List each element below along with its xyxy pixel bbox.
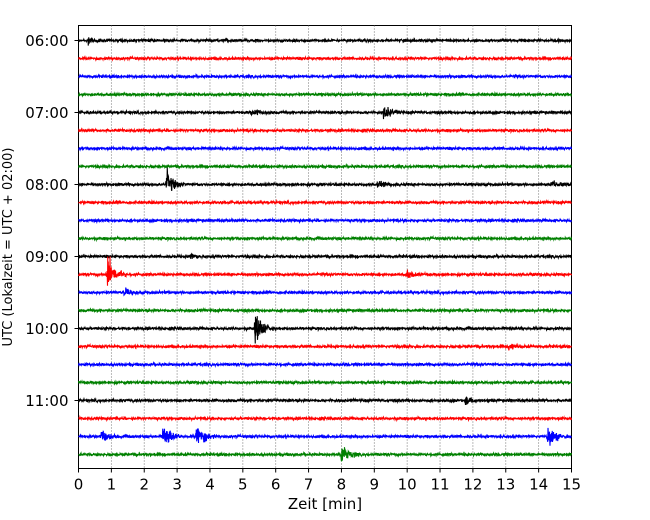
y-tick-label: 10:00	[25, 320, 68, 338]
x-tick-label: 6	[271, 476, 281, 494]
seismogram-trace	[78, 447, 573, 462]
x-tick-label: 7	[304, 476, 314, 494]
seismogram-trace	[77, 396, 572, 406]
x-tick-label: 12	[463, 476, 482, 494]
x-tick-label: 0	[74, 476, 84, 494]
seismogram-trace	[78, 342, 572, 351]
x-tick-label: 14	[529, 476, 548, 494]
y-tick-label: 06:00	[25, 32, 68, 50]
x-tick-label: 3	[172, 476, 182, 494]
x-tick-label: 4	[205, 476, 215, 494]
x-tick-label: 13	[496, 476, 515, 494]
seismogram-trace	[78, 54, 573, 62]
x-tick-label: 11	[430, 476, 449, 494]
y-axis: 06:00 07:00 08:00 09:00 10:00 11:00	[25, 32, 79, 410]
grid-lines	[110, 25, 540, 469]
seismogram-trace	[77, 306, 573, 315]
seismogram-trace	[78, 198, 572, 207]
plot-frame	[78, 25, 572, 469]
seismogram-trace	[77, 360, 573, 368]
x-tick-label: 5	[238, 476, 248, 494]
seismogram-trace	[78, 144, 573, 152]
x-tick-label: 8	[337, 476, 347, 494]
seismogram-trace	[78, 72, 573, 80]
seismogram-trace	[77, 234, 573, 243]
y-tick-label: 09:00	[25, 248, 68, 266]
x-tick-label: 10	[398, 476, 417, 494]
seismogram-trace	[77, 252, 572, 260]
seismogram-trace	[78, 427, 572, 446]
x-axis-label: Zeit [min]	[288, 495, 362, 513]
seismogram-trace	[78, 287, 573, 297]
seismogram-trace	[77, 256, 573, 286]
traces	[77, 36, 573, 462]
seismogram-trace	[77, 90, 572, 98]
seismogram-trace	[78, 316, 573, 344]
y-tick-label: 07:00	[25, 104, 68, 122]
x-tick-label: 1	[107, 476, 117, 494]
seismogram-trace	[77, 36, 572, 46]
x-tick-label: 15	[562, 476, 581, 494]
y-tick-label: 11:00	[25, 392, 68, 410]
seismogram-trace	[78, 216, 573, 225]
y-axis-label: UTC (Lokalzeit = UTC + 02:00)	[1, 148, 16, 347]
seismogram-trace	[77, 167, 573, 192]
x-tick-label: 2	[139, 476, 149, 494]
y-tick-label: 08:00	[25, 176, 68, 194]
seismogram-trace	[78, 107, 572, 120]
seismogram-trace	[78, 126, 573, 135]
x-axis: 0 1 2 3 4 5 6 7 8 9 10 11 12 13 14 15	[74, 468, 581, 494]
seismogram-trace	[78, 414, 573, 423]
seismogram-trace	[77, 162, 572, 170]
x-tick-label: 9	[370, 476, 380, 494]
seismogram-trace	[77, 378, 573, 386]
